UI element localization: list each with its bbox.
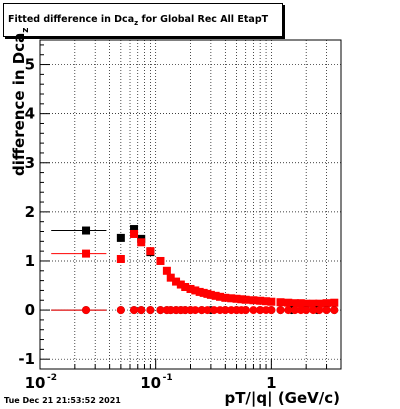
x-tick-label-exponent: -1 <box>163 373 173 383</box>
data-point-square <box>241 295 250 304</box>
data-point-square <box>221 293 230 302</box>
timestamp: Tue Dec 21 21:53:52 2021 <box>4 396 121 405</box>
data-point-circle <box>146 306 155 315</box>
data-point-circle <box>197 306 206 315</box>
x-tick-label-exponent: -2 <box>47 373 57 383</box>
data-point-square <box>330 298 339 307</box>
data-point-square <box>191 286 200 295</box>
y-tick-label: 3 <box>25 154 35 172</box>
axis-ticks <box>39 44 342 370</box>
x-tick-label: 10 <box>25 374 46 392</box>
data-point-circle <box>191 306 200 315</box>
data-point-square <box>116 255 125 264</box>
data-point-square <box>315 299 324 308</box>
grid <box>40 40 341 369</box>
data-point-circle <box>130 306 139 315</box>
data-point-square <box>256 296 265 305</box>
data-point-square <box>211 291 220 300</box>
title-box: Fitted difference in Dcaz for Global Rec… <box>3 3 283 37</box>
data-point-square <box>146 247 155 256</box>
chart-title-suffix: for Global Rec All EtapT <box>138 14 269 25</box>
data-point-square <box>166 273 175 282</box>
data-point-square <box>276 298 285 307</box>
data-point-square <box>302 299 311 308</box>
data-point-circle <box>241 306 250 315</box>
data-point-square <box>176 280 185 289</box>
y-tick-label: -1 <box>18 350 35 368</box>
data-point-circle <box>267 306 276 315</box>
data-point-square <box>130 225 139 234</box>
data-point-square <box>322 299 331 308</box>
data-point-circle <box>256 306 265 315</box>
data-point-circle <box>290 306 299 315</box>
data-point-square <box>137 238 146 247</box>
data-point-square <box>116 233 125 242</box>
data-point-circle <box>221 306 230 315</box>
data-point-circle <box>276 306 285 315</box>
chart-title: Fitted difference in Dcaz for Global Rec… <box>8 14 269 27</box>
data-point-circle <box>284 306 293 315</box>
y-tick-label: 1 <box>25 252 35 270</box>
data-markers <box>82 225 339 315</box>
data-point-square <box>262 297 271 306</box>
data-point-circle <box>116 306 125 315</box>
data-point-square <box>206 290 215 299</box>
data-point-square <box>82 226 91 235</box>
chart-title-subscript: z <box>134 19 139 27</box>
data-point-square <box>267 297 276 306</box>
data-point-circle <box>82 306 91 315</box>
data-point-square <box>232 294 241 303</box>
chart-title-prefix: Fitted difference in Dca <box>8 14 135 25</box>
y-tick-label: 4 <box>25 105 35 123</box>
data-point-square <box>82 249 91 258</box>
data-point-square <box>296 299 305 308</box>
y-tick-label: 5 <box>25 56 35 74</box>
data-point-square <box>162 266 171 275</box>
x-tick-label: 10 <box>140 374 161 392</box>
data-point-square <box>216 292 225 301</box>
data-point-circle <box>302 306 311 315</box>
data-point-square <box>130 229 139 238</box>
data-point-circle <box>203 306 212 315</box>
y-axis-label: difference in Dcaz <box>10 28 31 177</box>
data-point-square <box>309 299 318 308</box>
x-axis-label: pT/|q| (GeV/c) <box>224 389 340 407</box>
data-point-square <box>290 299 299 308</box>
data-point-circle <box>156 306 165 315</box>
data-point-circle <box>330 306 339 315</box>
data-point-square <box>284 298 293 307</box>
data-point-circle <box>249 306 258 315</box>
data-point-square <box>156 256 165 265</box>
x-tick-label: 1 <box>266 374 276 392</box>
data-point-square <box>181 282 190 291</box>
y-axis-label-subscript: z <box>21 27 31 33</box>
data-point-circle <box>210 306 219 315</box>
y-axis-label-text: difference in Dca <box>10 32 28 176</box>
error-bars <box>51 230 107 311</box>
data-point-circle <box>322 306 331 315</box>
data-point-square <box>186 284 195 293</box>
data-point-square <box>227 294 236 303</box>
data-point-circle <box>137 306 146 315</box>
y-tick-label: 0 <box>25 301 35 319</box>
y-tick-label: 2 <box>25 203 35 221</box>
data-point-square <box>195 287 204 296</box>
data-point-square <box>249 296 258 305</box>
data-point-square <box>237 295 246 304</box>
data-point-circle <box>309 306 318 315</box>
data-point-square <box>172 277 181 286</box>
data-point-circle <box>315 306 324 315</box>
